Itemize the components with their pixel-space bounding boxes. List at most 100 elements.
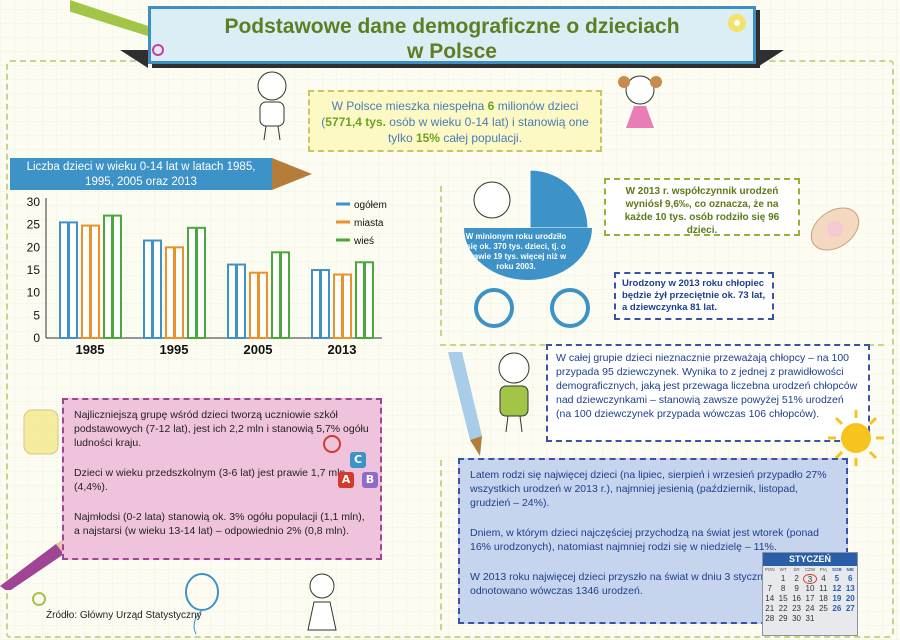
calendar: STYCZEŃ PON WT ŚR CZW PIĄ SOB NIE 1 2 3 4 5 6 7 8 9 10 11… (762, 552, 858, 636)
swirl-icon (152, 44, 164, 56)
calendar-dayname: CZW (804, 567, 816, 572)
calendar-date: 17 (805, 594, 815, 603)
flower-small-icon (32, 592, 46, 606)
y-tick-label: 10 (27, 286, 41, 300)
intro-value-millions: 6 (487, 99, 495, 113)
calendar-date: 3 (803, 574, 817, 584)
calendar-date: 13 (845, 584, 855, 593)
calendar-date: 11 (819, 584, 828, 593)
calendar-date: 7 (767, 584, 772, 593)
apple-icon (323, 435, 341, 453)
age-groups-preschool: Dzieci w wieku przedszkolnym (3-6 lat) j… (74, 467, 346, 493)
age-groups-school: Najliczniejszą grupę wśród dzieci tworzą… (74, 409, 369, 449)
calendar-date: 5 (834, 574, 840, 583)
calendar-date: 4 (821, 574, 826, 583)
backpack-icon (23, 409, 59, 455)
calendar-date: 16 (792, 594, 802, 603)
title-line-2: w Polsce (407, 40, 497, 63)
pencil-tip-icon (272, 158, 312, 190)
page-title: Podstawowe dane demograficzne o dzieciac… (148, 6, 756, 64)
sun-icon (828, 410, 884, 466)
calendar-month: STYCZEŃ (763, 553, 857, 566)
calendar-date: 26 (832, 604, 842, 613)
calendar-dayname: ŚR (793, 567, 800, 572)
intro-text: całej populacji. (439, 131, 523, 145)
weekday-text: Dniem, w którym dzieci najczęściej przyc… (470, 527, 819, 553)
girl-bottom-doodle-icon (307, 573, 337, 631)
source-note: Źródło: Główny Urząd Statystyczny (46, 610, 202, 621)
y-tick-label: 30 (27, 195, 41, 209)
legend-label: miasta (354, 218, 384, 229)
intro-text: osób w wieku 0-14 lat) i stanowią one ty… (385, 115, 589, 145)
life-expectancy-box: Urodzony w 2013 roku chłopiec będzie żył… (614, 272, 774, 320)
calendar-dayname: SOB (831, 567, 842, 572)
intro-text: milionów dzieci ( (321, 99, 579, 129)
girl-doodle-icon (618, 75, 662, 128)
legend-label: ogółem (354, 200, 387, 211)
calendar-date: 12 (832, 584, 842, 593)
calendar-dayname: PIĄ (819, 567, 828, 572)
calendar-dayname: NIE (846, 567, 855, 572)
calendar-date (763, 574, 776, 584)
flower-icon (728, 14, 746, 32)
calendar-grid: PON WT ŚR CZW PIĄ SOB NIE 1 2 3 4 5 6 7 8 9 10 11 12 13 14 15… (763, 566, 857, 624)
record-day-text: W 2013 roku najwięcej dzieci przyszło na… (470, 571, 780, 597)
calendar-date: 23 (792, 604, 802, 613)
intro-value-thousands: 5771,4 tys. (325, 115, 386, 129)
x-tick-label: 1995 (160, 342, 189, 357)
block-b: B (362, 472, 378, 488)
y-tick-label: 15 (27, 263, 41, 277)
calendar-date: 30 (792, 614, 802, 623)
divider (440, 186, 442, 336)
banner-tail-left (120, 50, 148, 68)
calendar-date: 19 (832, 594, 842, 603)
intro-text: W Polsce mieszka niespełna (331, 99, 488, 113)
calendar-date: 1 (780, 574, 786, 583)
y-tick-label: 5 (33, 308, 40, 322)
calendar-date: 9 (794, 584, 799, 593)
calendar-date: 20 (845, 594, 855, 603)
intro-box: W Polsce mieszka niespełna 6 milionów dz… (308, 90, 602, 152)
calendar-dayname: PON (764, 567, 775, 572)
calendar-date: 8 (780, 584, 786, 593)
balloon-icon (185, 573, 219, 635)
x-tick-label: 1985 (76, 342, 105, 357)
calendar-date: 31 (805, 614, 815, 623)
chart-title: Liczba dzieci w wieku 0-14 lat w latach … (10, 158, 272, 190)
calendar-date: 24 (805, 604, 815, 613)
block-a: A (338, 472, 354, 488)
age-groups-youngest: Najmłodsi (0-2 lata) stanowią ok. 3% ogó… (74, 511, 365, 537)
x-tick-label: 2013 (328, 342, 357, 357)
calendar-date: 21 (765, 604, 775, 613)
boys-girls-box: W całej grupie dzieci nieznacznie przewa… (546, 344, 870, 442)
boy-doodle-icon (257, 71, 287, 141)
birth-rate-box: W 2013 r. współczynnik urodzeń wyniósł 9… (604, 178, 800, 236)
x-tick-label: 2005 (244, 342, 273, 357)
y-tick-label: 25 (27, 218, 41, 232)
legend-label: wieś (353, 236, 374, 247)
pram-text: W minionym roku urodziło się ok. 370 tys… (465, 232, 567, 271)
title-line-1: Podstawowe dane demograficzne o dzieciac… (224, 15, 680, 38)
calendar-date: 10 (805, 584, 815, 593)
calendar-date: 2 (794, 574, 799, 583)
pacifier-icon (810, 207, 860, 251)
seasons-text: Latem rodzi się najwięcej dzieci (na lip… (470, 469, 827, 509)
y-tick-label: 0 (33, 331, 40, 345)
age-groups-box: Najliczniejszą grupę wśród dzieci tworzą… (62, 398, 382, 560)
y-tick-label: 20 (27, 240, 41, 254)
calendar-date: 29 (778, 614, 788, 623)
calendar-date: 28 (765, 614, 775, 623)
calendar-date: 25 (818, 604, 828, 613)
calendar-date: 22 (778, 604, 788, 613)
child-doodle-icon (498, 352, 530, 433)
calendar-date: 14 (765, 594, 775, 603)
pram-icon (464, 169, 592, 328)
calendar-date: 15 (778, 594, 788, 603)
divider (440, 460, 442, 630)
banner-tail-right (756, 50, 784, 68)
calendar-date: 18 (818, 594, 828, 603)
block-c: C (350, 452, 366, 468)
bar-chart: 0 5 10 15 20 25 30 1985 1995 2005 2013 ogółem miasta… (27, 195, 387, 357)
calendar-date: 6 (848, 574, 853, 583)
calendar-date: 27 (845, 604, 855, 613)
